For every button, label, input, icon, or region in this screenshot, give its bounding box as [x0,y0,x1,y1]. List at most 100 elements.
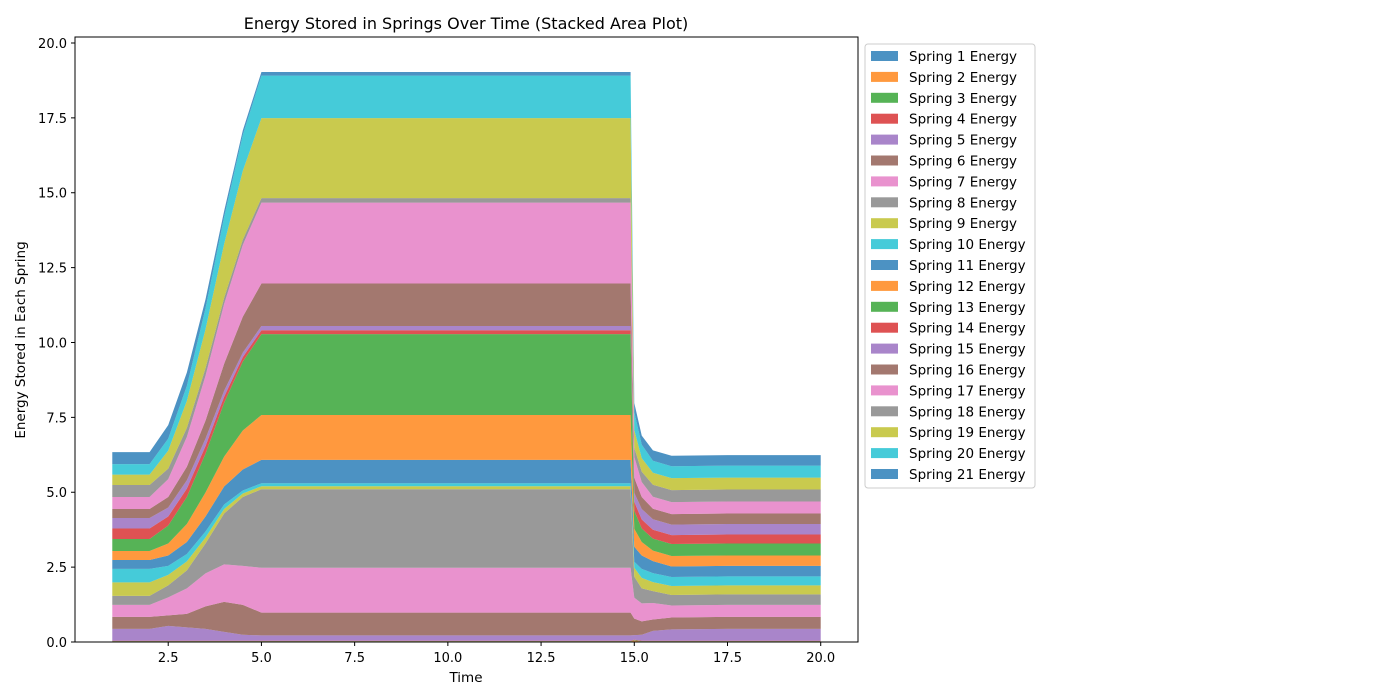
legend-item: Spring 6 Energy [871,154,1017,170]
legend-label: Spring 2 Energy [909,70,1017,86]
legend-label: Spring 14 Energy [909,321,1026,337]
legend-item: Spring 10 Energy [871,237,1026,253]
legend-item: Spring 4 Energy [871,112,1017,128]
legend-item: Spring 15 Energy [871,342,1026,358]
y-tick-label: 20.0 [38,37,67,52]
legend-label: Spring 11 Energy [909,258,1026,274]
legend-item: Spring 18 Energy [871,404,1026,420]
legend-item: Spring 9 Energy [871,216,1017,232]
area-spring-19 [112,118,821,491]
legend-item: Spring 12 Energy [871,279,1026,295]
area-spring-6 [112,601,821,636]
x-tick-label: 5.0 [251,651,272,666]
legend-label: Spring 3 Energy [909,91,1017,107]
legend-swatch [871,469,898,479]
legend-item: Spring 16 Energy [871,363,1026,379]
legend-item: Spring 13 Energy [871,300,1026,316]
legend-swatch [871,280,898,291]
legend-item: Spring 3 Energy [871,91,1017,107]
y-axis-title: Energy Stored in Each Spring [13,241,29,438]
x-tick-label: 17.5 [713,651,742,666]
x-tick-label: 10.0 [433,651,462,666]
legend-swatch [871,197,898,208]
y-tick-label: 0.0 [46,636,67,651]
legend-label: Spring 21 Energy [909,467,1026,483]
x-tick-label: 2.5 [158,651,179,666]
legend-swatch [871,364,898,375]
legend-swatch [871,260,898,270]
legend-swatch [871,134,898,145]
area-spring-5 [112,625,821,641]
legend-label: Spring 18 Energy [909,404,1026,420]
area-spring-8 [112,489,821,606]
y-tick-label: 5.0 [46,486,67,501]
area-spring-3 [112,640,821,642]
legend-label: Spring 5 Energy [909,133,1017,149]
legend-label: Spring 8 Energy [909,195,1017,211]
x-axis-ticks: 2.5 5.0 7.5 10.0 12.5 15.0 17.5 20.0 [158,642,835,666]
y-axis-ticks: 0.0 2.5 5.0 7.5 10.0 12.5 15.0 17.5 20.0 [38,37,75,651]
x-tick-label: 15.0 [620,651,649,666]
legend-label: Spring 12 Energy [909,279,1026,295]
legend-label: Spring 16 Energy [909,363,1026,379]
legend-swatch [871,322,898,333]
legend-label: Spring 15 Energy [909,342,1026,358]
legend-item: Spring 14 Energy [871,321,1026,337]
legend-swatch [871,218,898,229]
area-spring-2 [112,640,821,642]
area-spring-12 [112,414,821,567]
y-tick-label: 2.5 [46,561,67,576]
area-spring-13 [112,334,821,557]
legend-label: Spring 10 Energy [909,237,1026,253]
legend-label: Spring 17 Energy [909,383,1026,399]
legend-item: Spring 21 Energy [871,467,1026,483]
legend-swatch [871,239,898,250]
legend-swatch [871,301,898,312]
legend-swatch [871,155,898,166]
x-tick-label: 7.5 [344,651,365,666]
legend: Spring 1 Energy Spring 2 Energy Spring 3 E… [864,43,1036,489]
legend-label: Spring 9 Energy [909,216,1017,232]
area-spring-17 [112,202,821,515]
legend-swatch [871,448,898,459]
legend-label: Spring 1 Energy [909,49,1017,65]
y-tick-label: 7.5 [46,411,67,426]
legend-entries: Spring 1 Energy Spring 2 Energy Spring 3 E… [871,49,1026,483]
legend-item: Spring 5 Energy [871,133,1017,149]
legend-label: Spring 19 Energy [909,425,1026,441]
y-tick-label: 15.0 [38,187,67,202]
legend-item: Spring 20 Energy [871,446,1026,462]
x-axis-title: Time [448,670,482,686]
legend-swatch [871,343,898,354]
legend-label: Spring 20 Energy [909,446,1026,462]
y-tick-label: 17.5 [38,112,67,127]
legend-label: Spring 13 Energy [909,300,1026,316]
legend-swatch [871,406,898,417]
area-spring-7 [112,564,821,622]
legend-label: Spring 7 Energy [909,174,1017,190]
legend-item: Spring 2 Energy [871,70,1017,86]
plot-frame [74,36,859,643]
legend-item: Spring 11 Energy [871,258,1026,274]
legend-swatch [871,71,898,82]
y-tick-label: 12.5 [38,262,67,277]
legend-swatch [871,427,898,438]
y-tick-label: 10.0 [38,336,67,351]
legend-item: Spring 7 Energy [871,174,1017,190]
legend-swatch [871,176,898,187]
legend-label: Spring 6 Energy [909,154,1017,170]
x-tick-label: 12.5 [527,651,556,666]
legend-item: Spring 8 Energy [871,195,1017,211]
legend-label: Spring 4 Energy [909,112,1017,128]
legend-swatch [871,113,898,124]
x-tick-label: 20.0 [806,651,835,666]
legend-item: Spring 1 Energy [871,49,1017,65]
legend-item: Spring 19 Energy [871,425,1026,441]
legend-swatch [871,51,898,61]
areas-layer [112,72,821,642]
chart-title: Energy Stored in Springs Over Time (Stac… [244,14,689,33]
legend-swatch [871,92,898,103]
legend-item: Spring 17 Energy [871,383,1026,399]
legend-frame [864,43,1036,489]
